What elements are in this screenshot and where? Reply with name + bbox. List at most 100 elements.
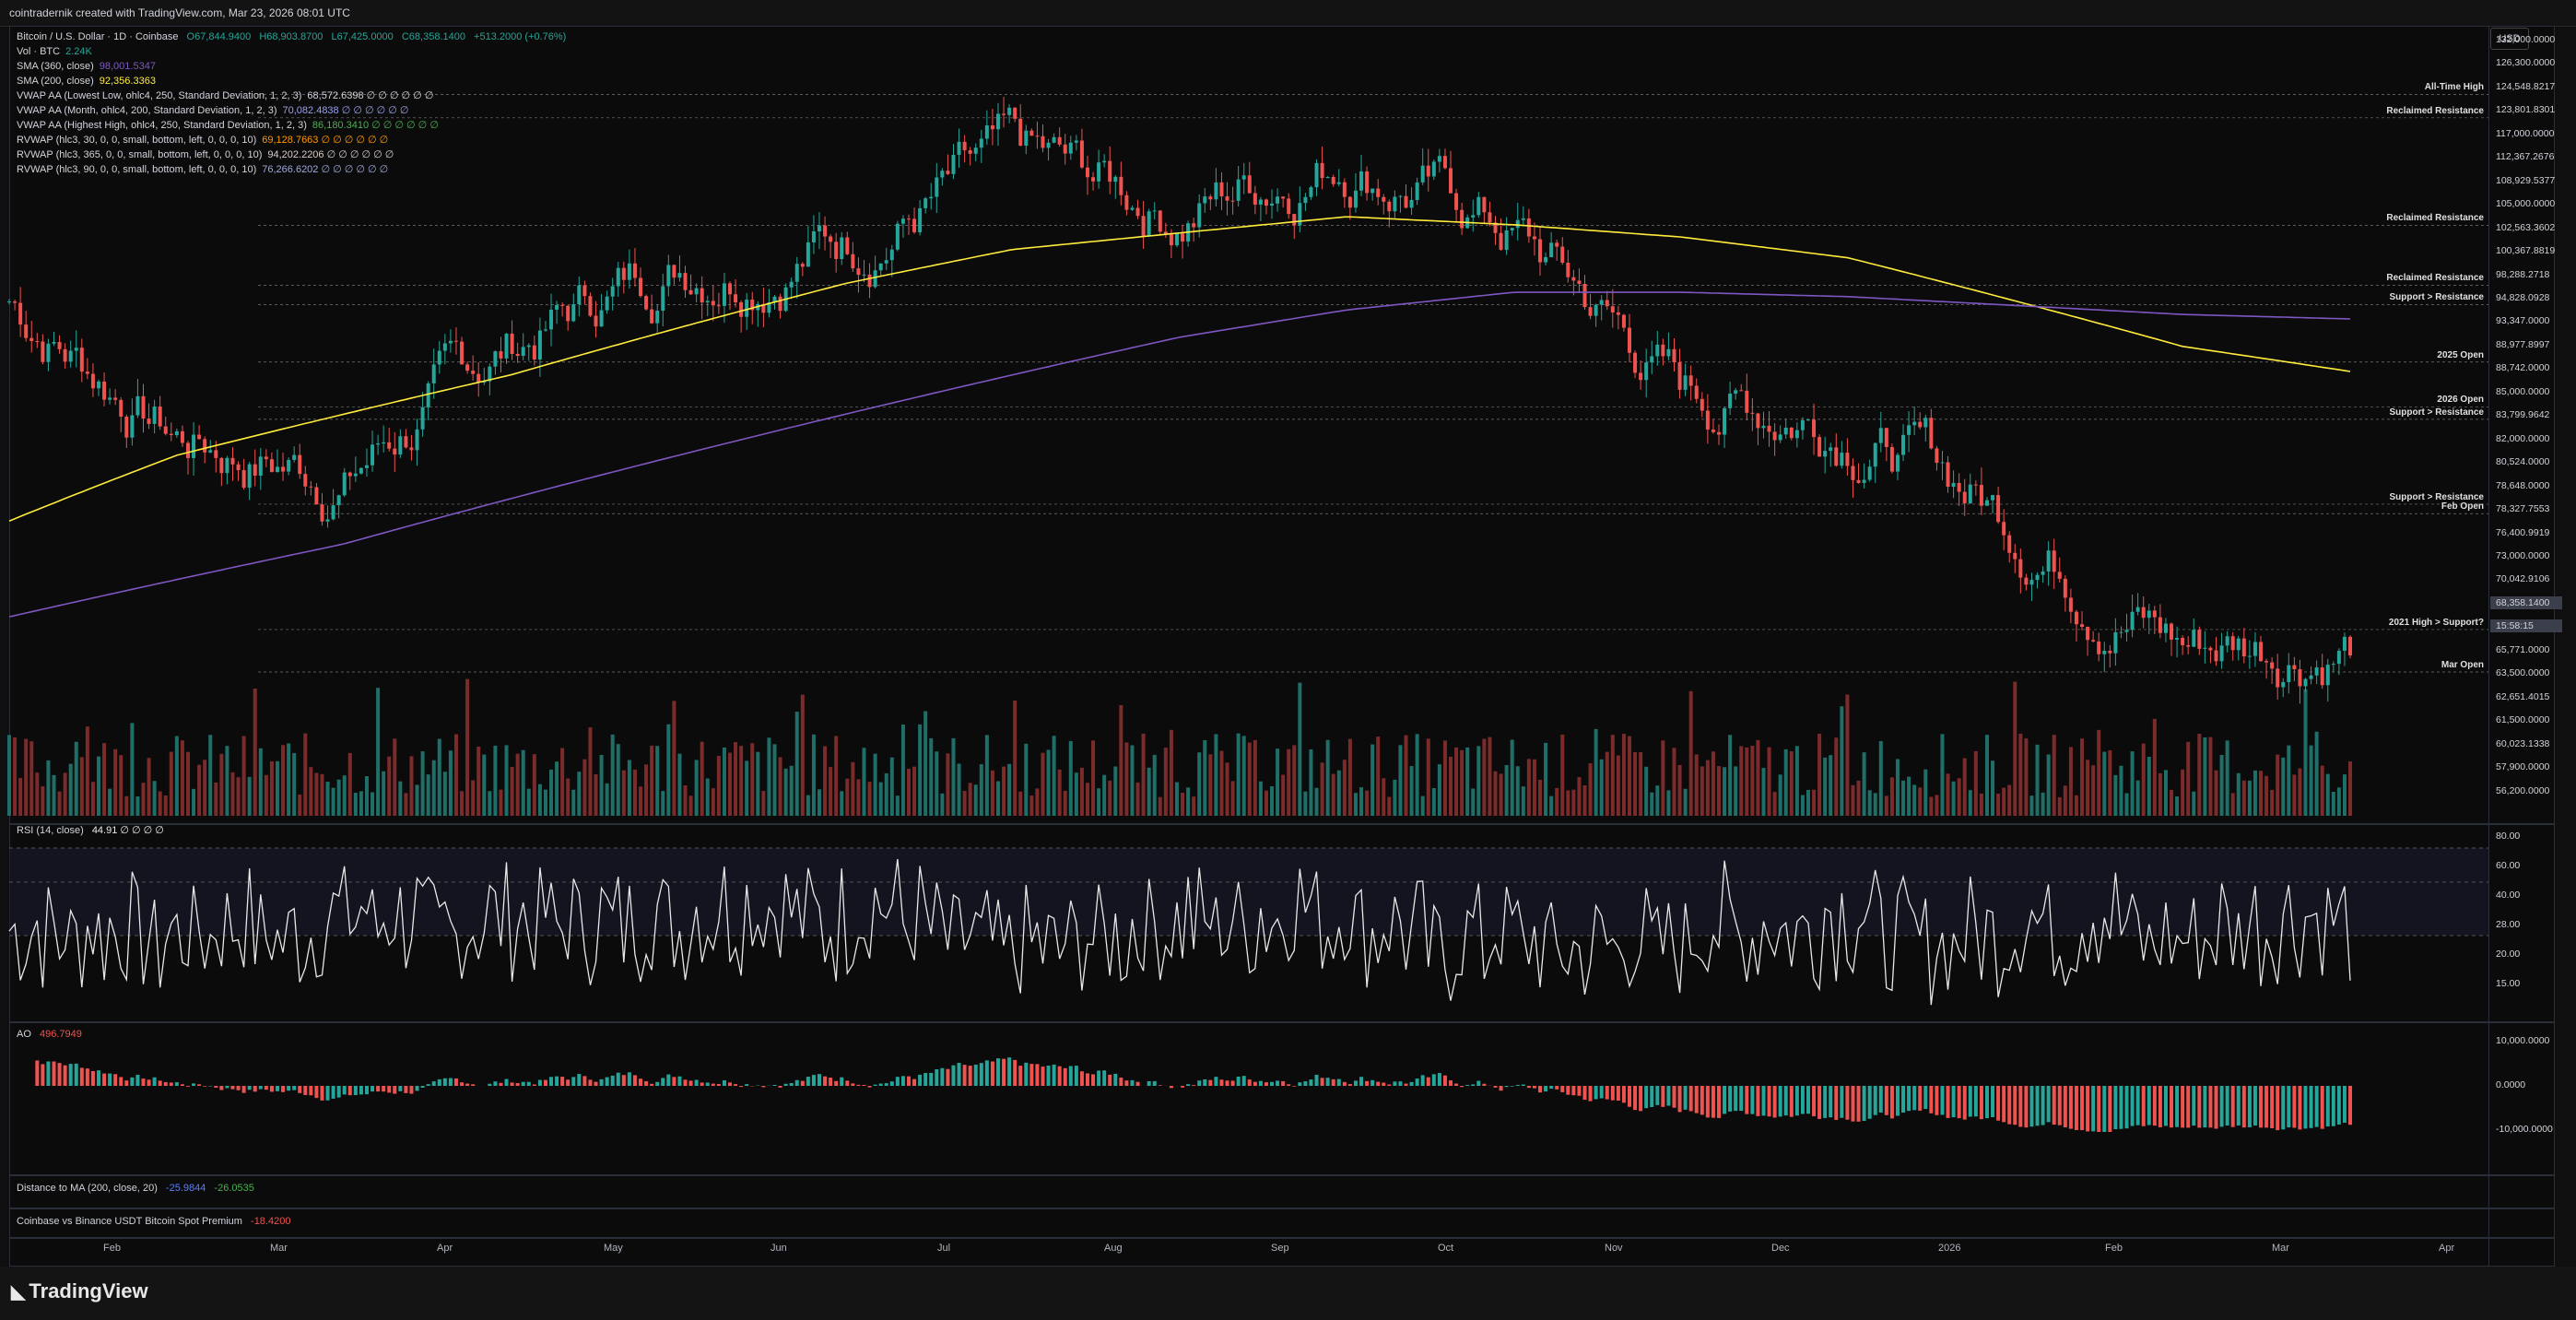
- indicator-legend-row[interactable]: RVWAP (hlc3, 365, 0, 0, small, bottom, l…: [17, 147, 566, 162]
- volume-bar: [2119, 765, 2123, 816]
- pane-separator-distance[interactable]: [9, 1174, 2555, 1176]
- pane-separator-rsi[interactable]: [9, 823, 2555, 825]
- volume-bar: [1449, 756, 1453, 816]
- candle-body: [415, 429, 419, 451]
- time-axis-label: Jul: [937, 1243, 951, 1254]
- ohlc-change: +513.2000 (+0.76%): [474, 31, 567, 42]
- ao-bar: [1460, 1086, 1464, 1088]
- ao-bar: [1135, 1081, 1140, 1086]
- volume-bar: [130, 723, 135, 816]
- volume-bar: [1756, 739, 1760, 816]
- candle-body: [1499, 232, 1503, 251]
- ao-bar: [1018, 1066, 1023, 1086]
- ao-bar: [1610, 1086, 1615, 1101]
- volume-bar: [2331, 792, 2335, 816]
- candle-body: [537, 330, 542, 360]
- volume-bar: [1141, 733, 1146, 816]
- ao-bar: [2152, 1086, 2157, 1126]
- candle-body: [1124, 194, 1129, 210]
- volume-bar: [1794, 746, 1799, 816]
- ao-bar: [1644, 1086, 1649, 1109]
- candle-body: [1800, 419, 1805, 430]
- ao-bar: [2113, 1086, 2118, 1130]
- volume-bar: [1320, 762, 1324, 816]
- candle-body: [2041, 571, 2045, 575]
- volume-bar: [1276, 748, 1280, 816]
- ao-bar: [867, 1086, 872, 1088]
- tradingview-logo[interactable]: ◣ TradingView: [11, 1279, 148, 1303]
- indicator-legend-row[interactable]: SMA (360, close) 98,001.5347: [17, 59, 566, 74]
- indicator-legend-row[interactable]: Vol · BTC 2.24K: [17, 44, 566, 59]
- ao-bar: [1091, 1074, 1096, 1086]
- candle-body: [1633, 352, 1638, 373]
- volume-bar: [1258, 781, 1263, 816]
- candle-body: [1292, 214, 1297, 226]
- candle-body: [2186, 644, 2191, 647]
- pane-separator-ao[interactable]: [9, 1021, 2555, 1023]
- volume-bar: [856, 779, 861, 816]
- candle-body: [1901, 434, 1906, 455]
- ao-bar: [1845, 1086, 1850, 1120]
- indicator-legend-row[interactable]: SMA (200, close) 92,356.3363: [17, 74, 566, 88]
- ao-bar: [1599, 1086, 1604, 1099]
- chart-frame[interactable]: [9, 26, 2555, 1267]
- ao-bar: [571, 1077, 576, 1086]
- indicator-legend-row[interactable]: RVWAP (hlc3, 90, 0, 0, small, bottom, le…: [17, 162, 566, 177]
- volume-bar: [1973, 750, 1978, 816]
- premium-legend[interactable]: Coinbase vs Binance USDT Bitcoin Spot Pr…: [17, 1214, 290, 1229]
- ao-pane: [35, 1057, 2352, 1132]
- candle-body: [644, 296, 649, 310]
- ao-bar: [1052, 1064, 1056, 1086]
- indicator-legend-row[interactable]: RVWAP (hlc3, 30, 0, 0, small, bottom, le…: [17, 133, 566, 147]
- ao-legend[interactable]: AO 496.7949: [17, 1027, 82, 1042]
- ao-bar: [102, 1073, 107, 1086]
- volume-bar: [141, 783, 146, 816]
- ao-bar: [1772, 1086, 1777, 1118]
- ao-bar: [247, 1086, 252, 1090]
- volume-bar: [2063, 785, 2067, 816]
- candle-body: [1555, 242, 1559, 247]
- candle-body: [1102, 160, 1107, 163]
- candle-body: [1912, 421, 1917, 426]
- symbol-legend-row[interactable]: Bitcoin / U.S. Dollar · 1D · Coinbase O6…: [17, 29, 566, 44]
- candle-body: [2086, 627, 2090, 641]
- volume-bar: [1878, 740, 1883, 816]
- ao-bar: [1594, 1086, 1598, 1100]
- level-lines-layer: [258, 94, 2488, 673]
- ao-bar: [197, 1084, 202, 1086]
- candle-body: [1979, 485, 1983, 506]
- ao-bar: [1823, 1086, 1828, 1118]
- ao-bar: [644, 1080, 649, 1086]
- candle-body: [2276, 668, 2280, 688]
- ao-bar: [2292, 1086, 2297, 1128]
- candle-body: [750, 299, 755, 311]
- candle-body: [141, 395, 146, 419]
- candle-body: [1711, 430, 1715, 432]
- ao-bar: [214, 1086, 218, 1088]
- ao-bar: [829, 1078, 833, 1086]
- indicator-legend-row[interactable]: VWAP AA (Lowest Low, ohlc4, 250, Standar…: [17, 88, 566, 103]
- distance-legend[interactable]: Distance to MA (200, close, 20) -25.9844…: [17, 1181, 254, 1196]
- candle-body: [152, 407, 157, 424]
- rsi-legend[interactable]: RSI (14, close) 44.91 ∅ ∅ ∅ ∅: [17, 823, 164, 838]
- premium-label: Coinbase vs Binance USDT Bitcoin Spot Pr…: [17, 1216, 242, 1227]
- volume-bar: [1538, 779, 1543, 816]
- currency-selector[interactable]: USD: [2490, 28, 2529, 50]
- pane-separator-premium[interactable]: [9, 1208, 2555, 1209]
- volume-bar: [336, 779, 341, 816]
- candle-body: [2214, 650, 2218, 662]
- volume-bar: [298, 794, 302, 816]
- ao-bar: [203, 1086, 207, 1087]
- indicator-legend-row[interactable]: VWAP AA (Month, ohlc4, 200, Standard Dev…: [17, 103, 566, 118]
- ao-bar: [1862, 1086, 1866, 1122]
- volume-bar: [2029, 796, 2034, 816]
- volume-bar: [884, 772, 888, 816]
- ao-bar: [1347, 1084, 1352, 1086]
- candle-body: [2292, 665, 2297, 670]
- indicator-legend-row[interactable]: VWAP AA (Highest High, ohlc4, 250, Stand…: [17, 118, 566, 133]
- candle-body: [2197, 630, 2202, 649]
- candle-body: [57, 341, 62, 349]
- ao-bar: [895, 1077, 900, 1086]
- volume-bar: [811, 734, 816, 816]
